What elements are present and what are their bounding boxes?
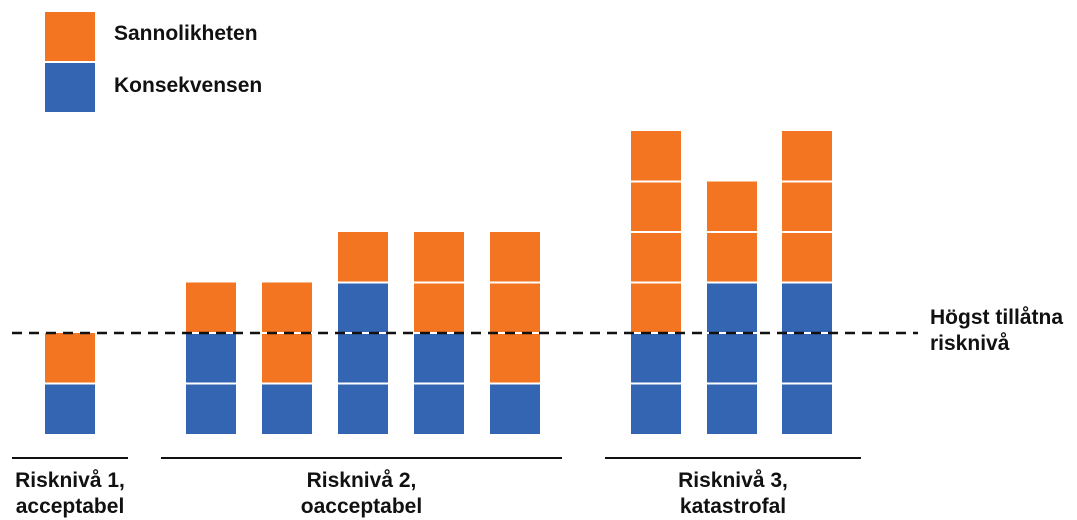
bar-1-sannolikheten <box>45 333 95 384</box>
bar-9-sannolikheten <box>782 131 832 283</box>
group-label-risk-1-line1: Risknivå 1, <box>15 469 125 492</box>
threshold-label-line2: risknivå <box>930 332 1010 355</box>
threshold-label-line1: Högst tillåtna <box>930 306 1064 329</box>
group-label-risk-2-line1: Risknivå 2, <box>306 469 417 492</box>
legend-label-sannolikheten: Sannolikheten <box>114 22 258 45</box>
threshold-label: Högst tillåtna risknivå <box>930 305 1063 357</box>
group-label-risk-2-line2: oacceptabel <box>300 495 423 518</box>
legend-swatch-konsekvensen <box>45 62 95 112</box>
group-label-risk-1: Risknivå 1, acceptabel <box>7 468 133 520</box>
group-label-risk-1-line2: acceptabel <box>15 495 125 518</box>
bar-6-sannolikheten <box>490 232 540 384</box>
bar-4-sannolikheten <box>338 232 388 283</box>
group-label-risk-3: Risknivå 3, katastrofal <box>605 468 861 520</box>
bar-9-konsekvensen <box>782 282 832 434</box>
bar-3-konsekvensen <box>262 383 312 434</box>
group-label-risk-2: Risknivå 2, oacceptabel <box>161 468 562 520</box>
bar-8-konsekvensen <box>707 282 757 434</box>
group-label-risk-3-line1: Risknivå 3, <box>678 469 788 492</box>
bar-6-konsekvensen <box>490 383 540 434</box>
bar-4-konsekvensen <box>338 282 388 434</box>
bar-1-konsekvensen <box>45 383 95 434</box>
group-label-risk-3-line2: katastrofal <box>679 495 787 518</box>
legend-swatch-sannolikheten <box>45 12 95 62</box>
legend-label-konsekvensen: Konsekvensen <box>114 74 263 97</box>
bar-2-sannolikheten <box>186 282 236 333</box>
